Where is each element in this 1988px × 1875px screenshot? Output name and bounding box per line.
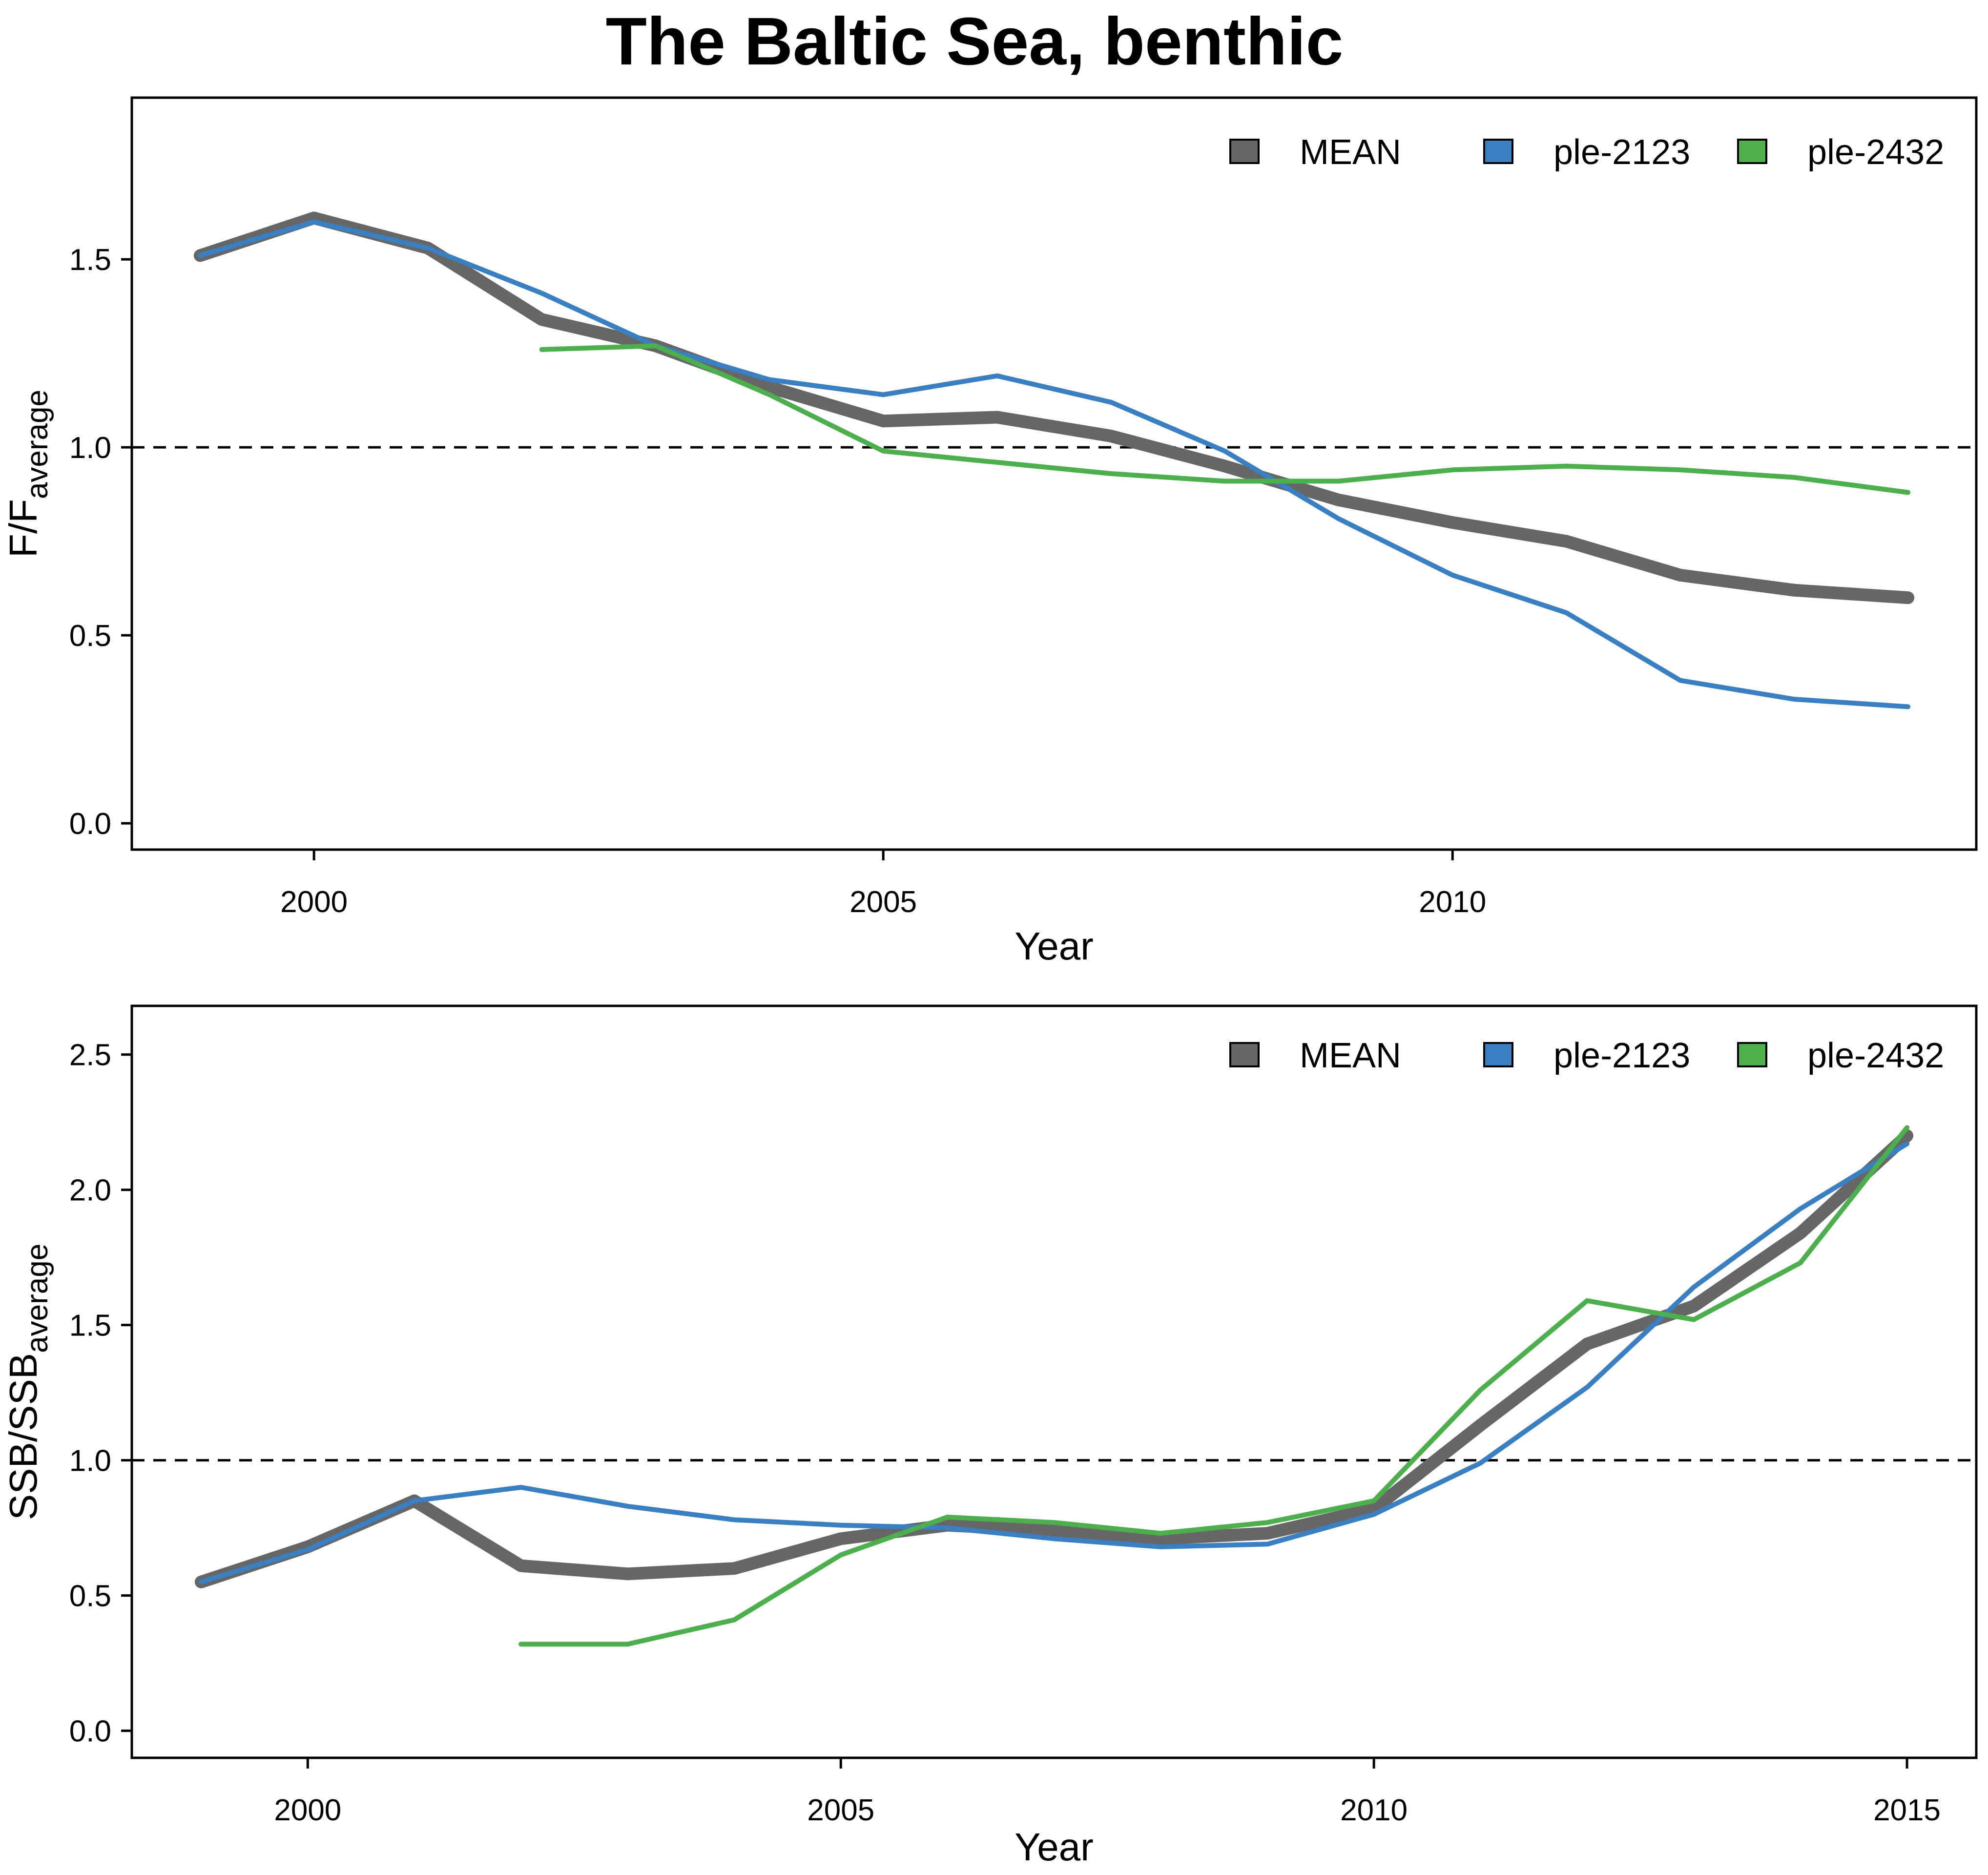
y-tick-label: 1.5 — [69, 1309, 111, 1343]
x-tick-label: 2000 — [274, 1793, 341, 1827]
plot-frame — [130, 1004, 1978, 1759]
x-axis-title: Year — [1015, 924, 1094, 968]
x-tick-label: 2015 — [1873, 1793, 1941, 1827]
y-tick-label: 0.0 — [69, 807, 111, 841]
y-axis-title: F/Faverage — [1, 390, 54, 558]
legend-label-ple-2123: ple-2123 — [1553, 133, 1690, 172]
x-tick-label: 2005 — [849, 885, 917, 919]
y-tick-label: 1.0 — [69, 1444, 111, 1478]
y-axis-title-main: F/F — [1, 499, 45, 558]
y-tick-label: 1.0 — [69, 431, 111, 465]
legend-swatch-MEAN — [1229, 1042, 1260, 1067]
y-tick-label: 0.5 — [69, 619, 111, 653]
panel-2: 2000 2005 2010 2015 0.0 0.5 1.0 1.5 2.0 2.5 Year SS… — [1, 1004, 1978, 1869]
plot-frame — [130, 96, 1978, 851]
legend-label-ple-2123: ple-2123 — [1553, 1036, 1690, 1075]
series-line-MEAN — [194, 1129, 1914, 1588]
y-axis-title-subscript: average — [21, 390, 54, 499]
series-line-MEAN — [193, 211, 1915, 604]
series-line-ple-2432 — [518, 1125, 1910, 1647]
legend-swatch-ple-2432 — [1737, 1042, 1767, 1067]
series-line-ple-2123 — [197, 219, 1911, 709]
legend-label-MEAN: MEAN — [1300, 133, 1401, 172]
legend-label-MEAN: MEAN — [1300, 1036, 1401, 1075]
legend-swatch-ple-2123 — [1483, 139, 1513, 164]
y-tick-label: 2.5 — [69, 1039, 111, 1072]
panel-1: 2000 2005 2010 0.0 0.5 1.0 1.5 Year F/Faverage ME… — [1, 96, 1978, 968]
x-tick-label: 2005 — [807, 1793, 874, 1827]
series-line-ple-2432 — [539, 343, 1911, 495]
x-tick-label: 2010 — [1419, 885, 1486, 919]
legend-swatch-ple-2432 — [1737, 139, 1767, 164]
legend-label-ple-2432: ple-2432 — [1807, 1036, 1944, 1075]
legend-swatch-ple-2123 — [1483, 1042, 1513, 1067]
chart-title: The Baltic Sea, benthic — [605, 4, 1344, 79]
legend-swatch-MEAN — [1229, 139, 1260, 164]
y-tick-label: 0.0 — [69, 1715, 111, 1749]
y-tick-label: 0.5 — [69, 1580, 111, 1613]
y-axis-title: SSB/SSBaverage — [1, 1244, 54, 1520]
x-axis-title: Year — [1015, 1825, 1094, 1869]
y-tick-label: 2.0 — [69, 1174, 111, 1208]
y-tick-label: 1.5 — [69, 243, 111, 277]
x-tick-label: 2000 — [280, 885, 348, 919]
x-tick-label: 2010 — [1340, 1793, 1408, 1827]
legend-label-ple-2432: ple-2432 — [1807, 133, 1944, 172]
y-axis-title-subscript: average — [21, 1244, 54, 1353]
series-line-ple-2123 — [198, 1141, 1910, 1584]
y-axis-title-main: SSB/SSB — [1, 1353, 45, 1520]
